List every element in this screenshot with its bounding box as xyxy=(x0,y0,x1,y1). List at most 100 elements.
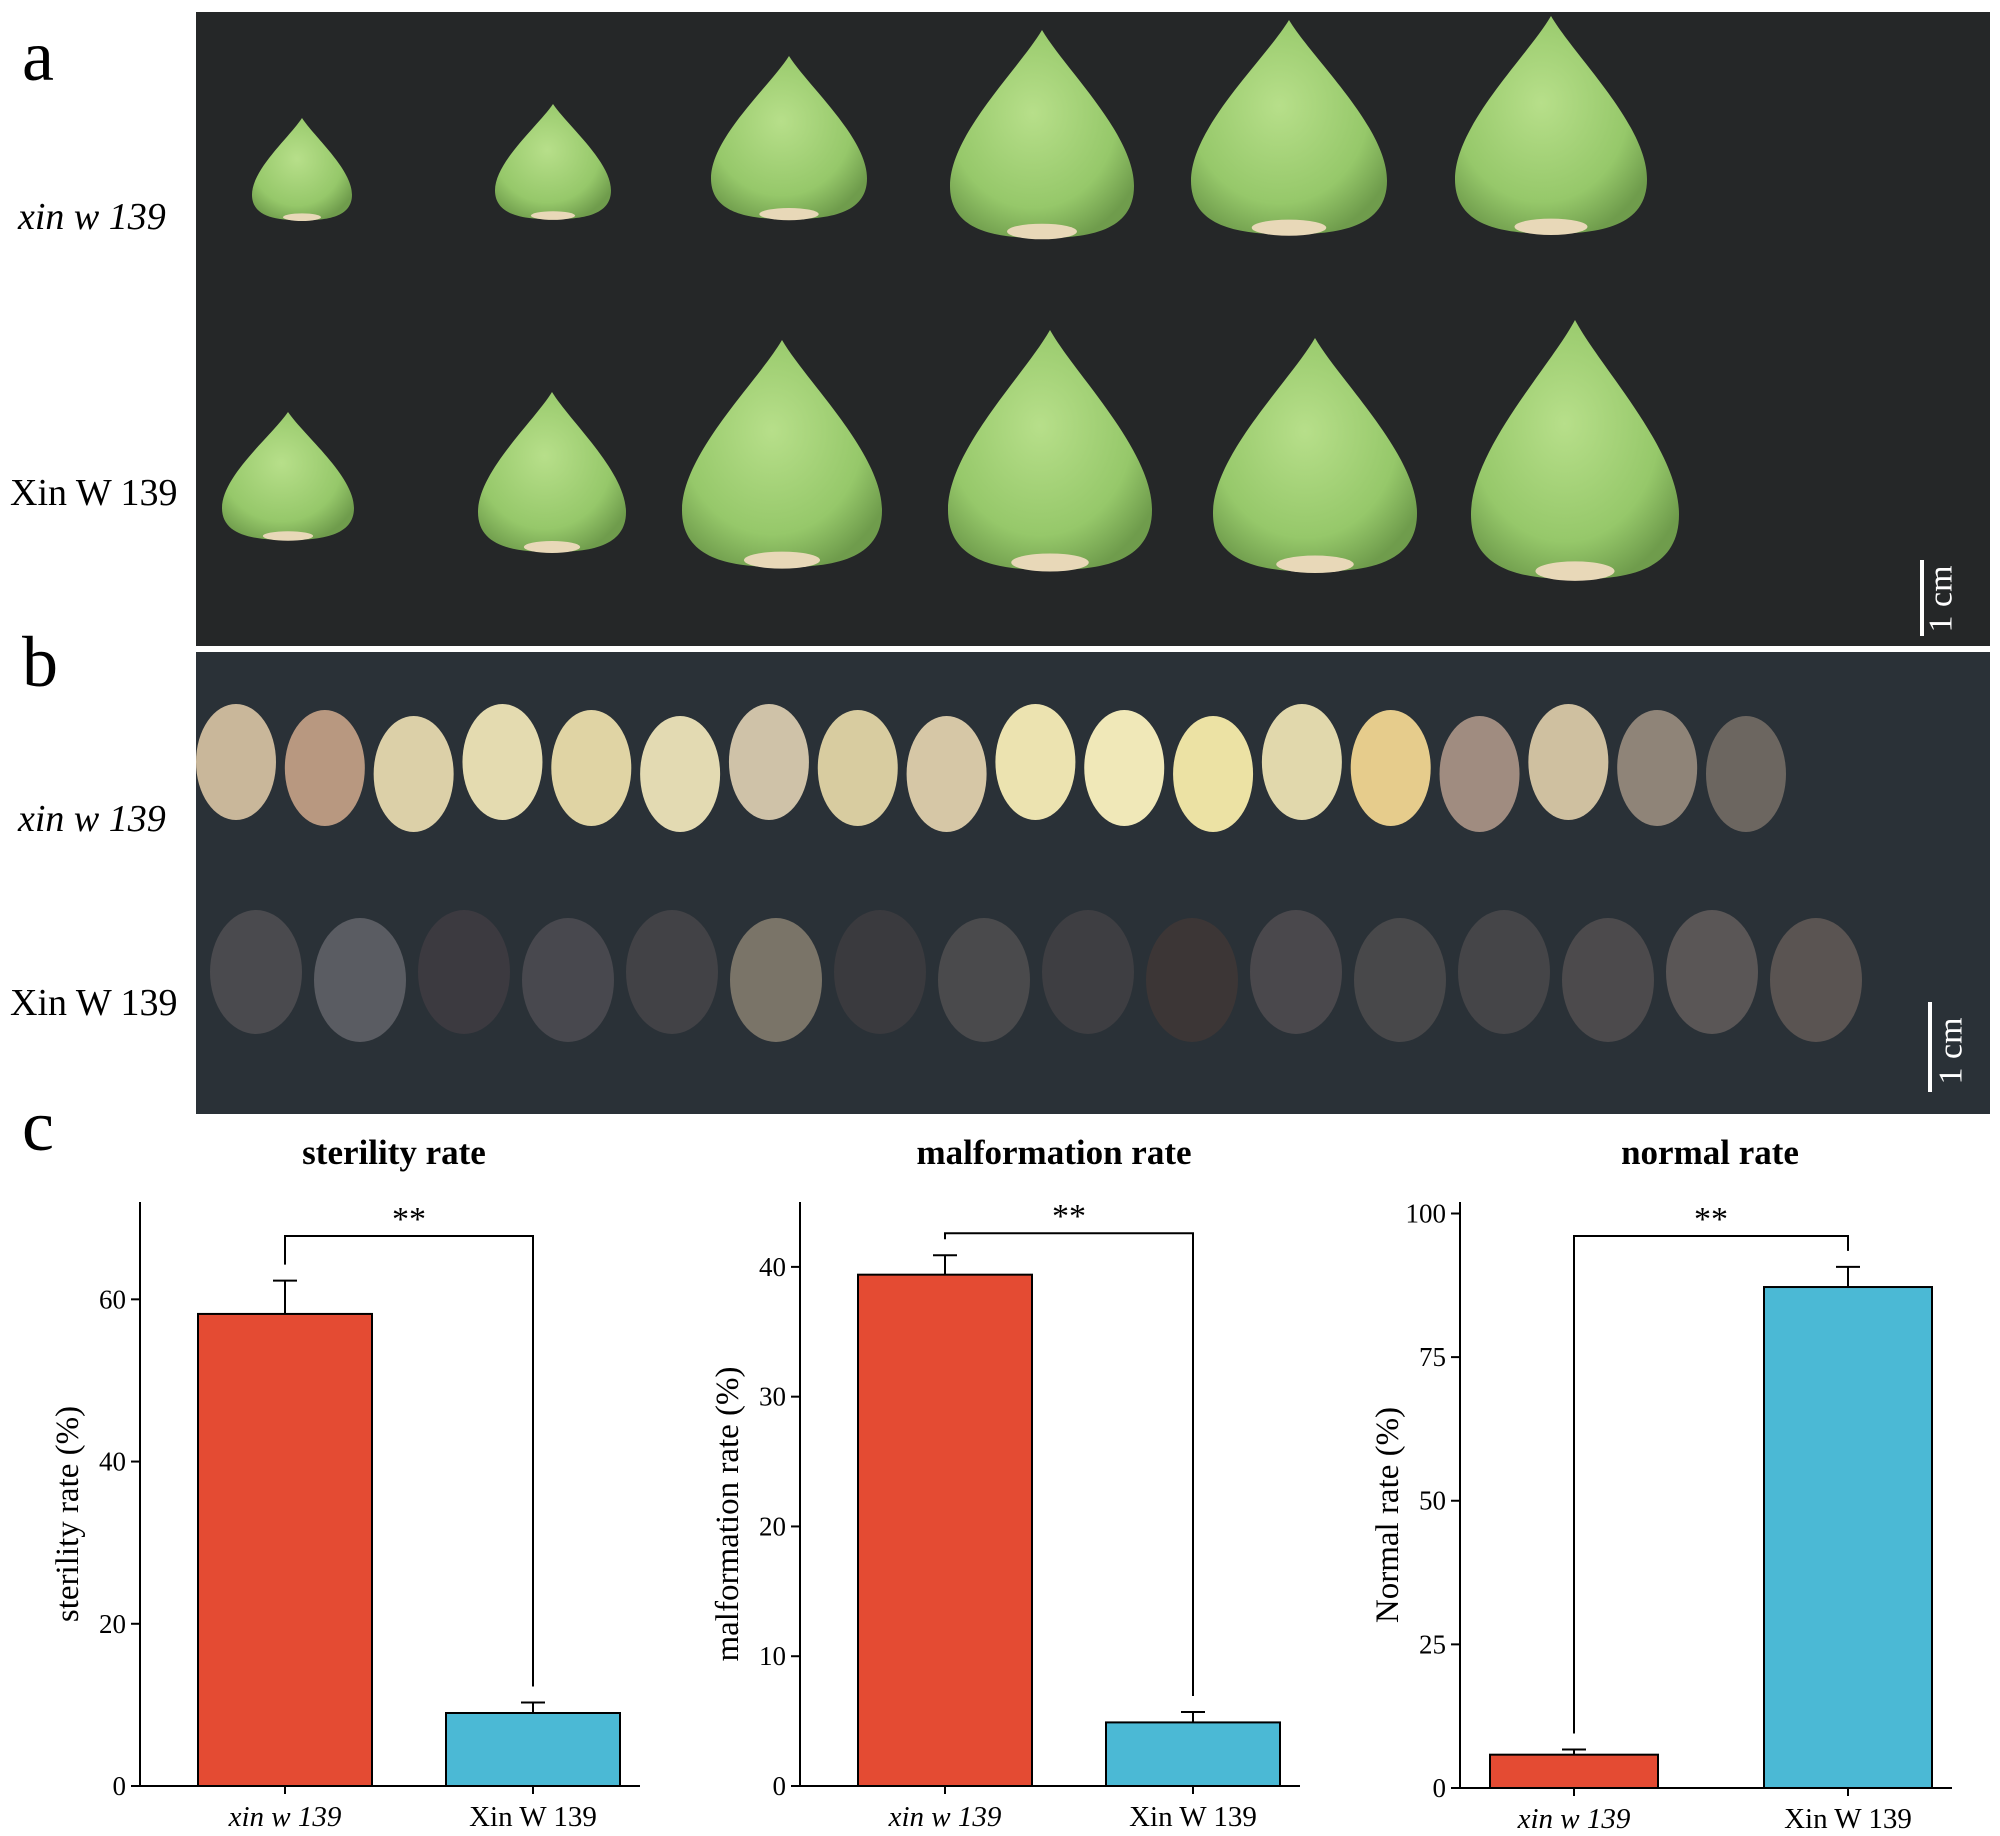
fruit-illustration xyxy=(222,16,1679,581)
y-tick-label: 40 xyxy=(99,1447,126,1477)
y-tick-label: 50 xyxy=(1419,1486,1446,1516)
panel-b-scale-bar xyxy=(1928,1002,1932,1092)
seed-wildtype-0 xyxy=(210,910,302,1034)
y-tick-label: 10 xyxy=(759,1641,786,1671)
x-tick-label-xin-w-139: xin w 139 xyxy=(1517,1803,1631,1835)
fruit-6 xyxy=(222,412,354,541)
y-tick-label: 0 xyxy=(113,1771,127,1801)
y-tick-label: 40 xyxy=(759,1252,786,1282)
seed-mutant-5 xyxy=(640,716,721,832)
seed-wildtype-8 xyxy=(1042,910,1134,1034)
seed-mutant-15 xyxy=(1528,704,1609,820)
x-tick-label-Xin-W-139: Xin W 139 xyxy=(1129,1801,1257,1833)
sterility-rate-chart: sterility rate sterility rate (%) 0 20 40 60 x… xyxy=(50,1133,640,1833)
panel-b-row-label-wildtype: Xin W 139 xyxy=(10,982,178,1024)
fruit-0 xyxy=(252,118,352,222)
seed-mutant-11 xyxy=(1173,716,1254,832)
seed-mutant-3 xyxy=(462,704,543,820)
seed-mutant-7 xyxy=(817,710,898,826)
seed-wildtype-9 xyxy=(1146,918,1238,1042)
y-tick-label: 25 xyxy=(1419,1629,1446,1659)
seed-wildtype-15 xyxy=(1770,918,1862,1042)
seed-wildtype-3 xyxy=(522,918,614,1042)
seed-wildtype-5 xyxy=(730,918,822,1042)
y-tick-label: 30 xyxy=(759,1382,786,1412)
y-axis-label: malformation rate (%) xyxy=(710,1366,746,1661)
seed-mutant-12 xyxy=(1261,704,1342,820)
fruit-3 xyxy=(950,30,1134,240)
fruit-8 xyxy=(682,340,882,569)
fruit-2 xyxy=(711,56,867,221)
fruit-4 xyxy=(1191,20,1387,236)
y-tick-label: 0 xyxy=(773,1771,787,1801)
seed-wildtype-12 xyxy=(1458,910,1550,1034)
seed-mutant-14 xyxy=(1439,716,1520,832)
significance-label: ** xyxy=(1694,1201,1728,1238)
panel-b-row-label-mutant: xin w 139 xyxy=(18,798,166,840)
seed-wildtype-6 xyxy=(834,910,926,1034)
bar-xin-w-139 xyxy=(857,1273,1033,1787)
panel-a-scale-bar xyxy=(1920,560,1924,636)
y-tick-label: 75 xyxy=(1419,1342,1446,1372)
y-tick-label: 20 xyxy=(99,1609,126,1639)
fruit-7 xyxy=(478,392,626,553)
panel-a-scale-label: 1 cm xyxy=(1922,565,1960,633)
chart-title: malformation rate xyxy=(916,1133,1191,1172)
seed-wildtype-2 xyxy=(418,910,510,1034)
panel-b-scale-label: 1 cm xyxy=(1932,1017,1970,1085)
y-tick-label: 100 xyxy=(1406,1198,1447,1228)
x-tick-label-xin-w-139: xin w 139 xyxy=(888,1801,1002,1833)
seed-mutant-10 xyxy=(1084,710,1165,826)
fruit-10 xyxy=(1213,338,1417,574)
significance-label: ** xyxy=(1052,1198,1086,1235)
bar-Xin-W-139 xyxy=(1763,1286,1933,1789)
seed-wildtype-14 xyxy=(1666,910,1758,1034)
x-tick-label-Xin-W-139: Xin W 139 xyxy=(1784,1803,1912,1835)
panel-b-seed-photo: 1 cm xyxy=(196,652,1990,1114)
seed-wildtype-10 xyxy=(1250,910,1342,1034)
y-tick-label: 20 xyxy=(759,1511,786,1541)
seed-mutant-8 xyxy=(906,716,987,832)
seed-wildtype-11 xyxy=(1354,918,1446,1042)
seed-mutant-17 xyxy=(1706,716,1786,832)
seed-mutant-6 xyxy=(728,704,809,820)
panel-a-row-label-mutant: xin w 139 xyxy=(18,196,166,238)
bar-Xin-W-139 xyxy=(1105,1721,1281,1787)
seed-mutant-0 xyxy=(196,704,276,820)
panel-b-letter: b xyxy=(22,622,58,702)
x-tick-label-xin-w-139: xin w 139 xyxy=(228,1801,342,1833)
malformation-rate-chart: malformation rate malformation rate (%) 0 1… xyxy=(710,1133,1300,1833)
seed-mutant-4 xyxy=(551,710,632,826)
seed-wildtype-4 xyxy=(626,910,718,1034)
significance-label: ** xyxy=(392,1201,426,1238)
seed-illustration xyxy=(196,704,1862,1042)
y-tick-label: 0 xyxy=(1433,1773,1447,1803)
panel-a-letter: a xyxy=(22,16,54,96)
fruit-5 xyxy=(1455,16,1647,235)
bar-xin-w-139 xyxy=(197,1312,373,1788)
seed-mutant-13 xyxy=(1350,710,1431,826)
y-tick-label: 60 xyxy=(99,1284,126,1314)
seed-mutant-2 xyxy=(373,716,454,832)
fruit-11 xyxy=(1471,320,1679,581)
bar-Xin-W-139 xyxy=(445,1712,621,1787)
seed-mutant-16 xyxy=(1617,710,1698,826)
bar-xin-w-139 xyxy=(1489,1753,1659,1789)
seed-mutant-1 xyxy=(284,710,365,826)
panel-c-letter: c xyxy=(22,1086,54,1166)
fruit-1 xyxy=(495,104,611,220)
fruit-9 xyxy=(948,330,1152,572)
chart-title: normal rate xyxy=(1621,1133,1799,1172)
y-axis-label: Normal rate (%) xyxy=(1370,1407,1406,1623)
normal-rate-chart: normal rate Normal rate (%) 0 25 50 75 100 xin … xyxy=(1370,1133,1952,1835)
seed-wildtype-7 xyxy=(938,918,1030,1042)
seed-wildtype-1 xyxy=(314,918,406,1042)
panel-a-row-label-wildtype: Xin W 139 xyxy=(10,472,178,514)
panel-a-fruit-photo: 1 cm xyxy=(196,12,1990,646)
chart-title: sterility rate xyxy=(302,1133,486,1172)
significance-bracket xyxy=(944,1232,1194,1697)
y-axis-label: sterility rate (%) xyxy=(50,1406,86,1622)
seed-mutant-9 xyxy=(995,704,1076,820)
seed-wildtype-13 xyxy=(1562,918,1654,1042)
significance-bracket xyxy=(284,1235,534,1687)
